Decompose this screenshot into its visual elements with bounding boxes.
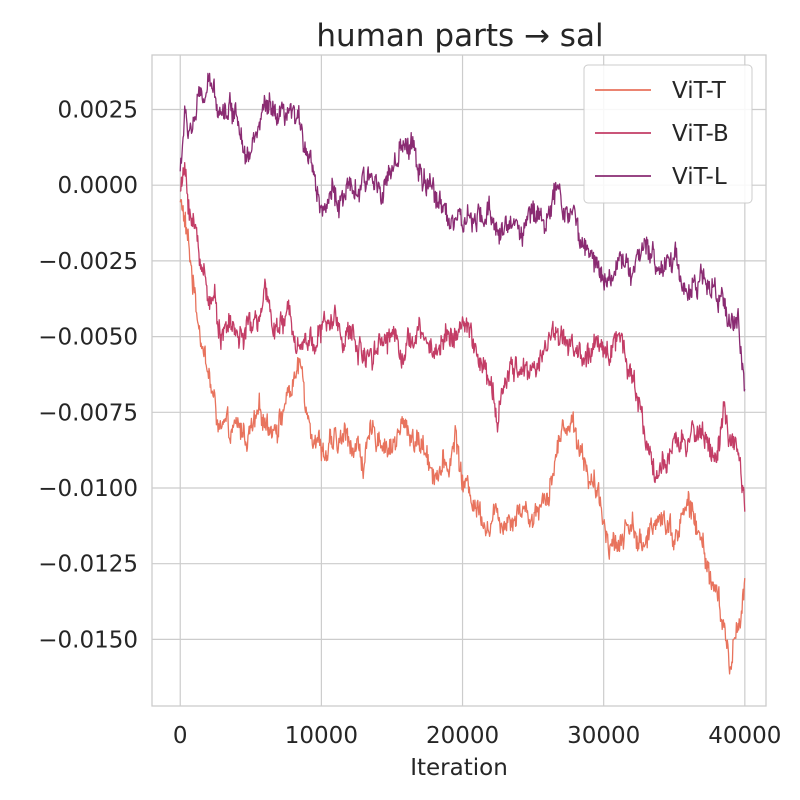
y-tick-labels: 0.0025 0.0000 −0.0025 −0.0050 −0.0075 −0.0100…	[38, 98, 138, 654]
x-tick-label: 40000	[708, 723, 781, 749]
chart-title: human parts → sal	[316, 18, 603, 54]
plot-frame	[151, 54, 767, 707]
series-line-vit-b	[179, 162, 746, 512]
y-tick-label: −0.0100	[38, 476, 138, 502]
x-tick-label: 0	[173, 723, 188, 749]
legend-box	[583, 64, 753, 204]
legend-label-vit-l: ViT-L	[672, 164, 727, 190]
y-tick-label: −0.0125	[38, 552, 138, 578]
x-axis-label: Iteration	[410, 755, 508, 781]
y-tick-label: 0.0000	[58, 173, 138, 199]
x-tick-label: 20000	[426, 723, 499, 749]
x-tick-labels: 0 10000 20000 30000 40000	[173, 723, 782, 749]
grid	[152, 55, 766, 706]
y-tick-label: −0.0025	[38, 249, 138, 275]
legend: ViT-T ViT-B ViT-L	[583, 64, 753, 204]
series-line-vit-t	[179, 199, 746, 675]
y-tick-label: 0.0025	[58, 98, 138, 124]
legend-label-vit-t: ViT-T	[672, 78, 727, 104]
x-tick-label: 30000	[567, 723, 640, 749]
y-tick-label: −0.0150	[38, 627, 138, 653]
y-tick-label: −0.0050	[38, 325, 138, 351]
y-tick-label: −0.0075	[38, 400, 138, 426]
x-tick-label: 10000	[285, 723, 358, 749]
series-lines	[179, 72, 746, 675]
legend-label-vit-b: ViT-B	[672, 121, 729, 147]
series-line-vit-l	[179, 72, 746, 392]
